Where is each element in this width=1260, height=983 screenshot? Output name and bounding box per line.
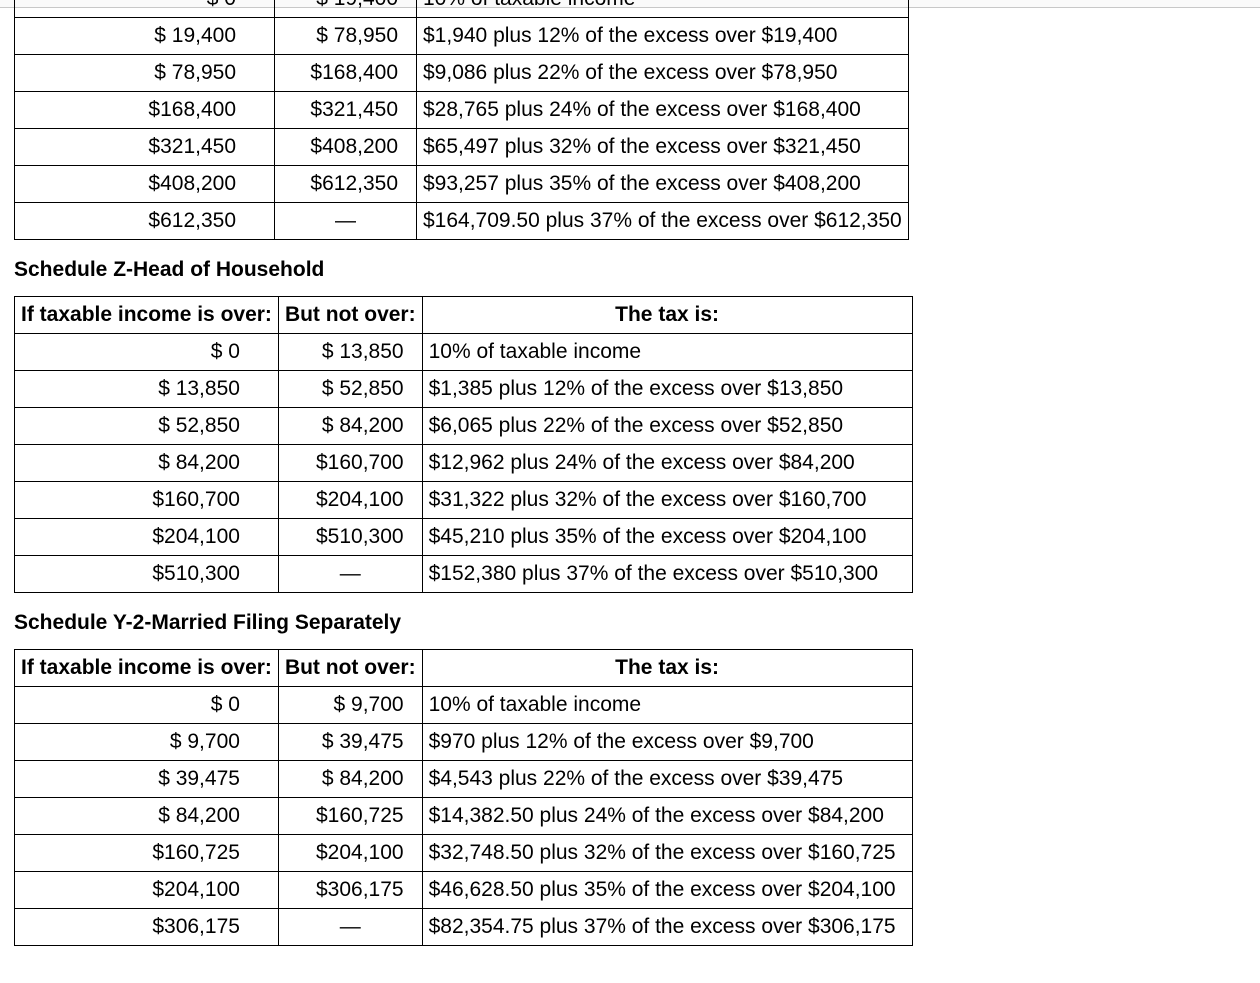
cell-tax: $46,628.50 plus 35% of the excess over $…	[422, 872, 912, 909]
cell-tax: $1,940 plus 12% of the excess over $19,4…	[417, 18, 909, 55]
table-header-row: If taxable income is over: But not over:…	[15, 297, 913, 334]
cell-not-over: $ 52,850	[278, 371, 422, 408]
cell-not-over: $510,300	[278, 519, 422, 556]
cell-tax: $6,065 plus 22% of the excess over $52,8…	[422, 408, 912, 445]
cell-not-over: $ 78,950	[275, 18, 417, 55]
cell-not-over: —	[278, 909, 422, 946]
cell-over: $ 13,850	[15, 371, 279, 408]
cell-not-over: $321,450	[275, 92, 417, 129]
col-header-over: If taxable income is over:	[15, 297, 279, 334]
col-header-tax: The tax is:	[422, 650, 912, 687]
tax-table-0-body: $ 0 $ 19,400 10% of taxable income $ 19,…	[15, 0, 909, 240]
table-row: $ 0 $ 9,700 10% of taxable income	[15, 687, 913, 724]
cell-tax: $65,497 plus 32% of the excess over $321…	[417, 129, 909, 166]
cell-tax: $14,382.50 plus 24% of the excess over $…	[422, 798, 912, 835]
cell-tax: $93,257 plus 35% of the excess over $408…	[417, 166, 909, 203]
table-row: $321,450 $408,200 $65,497 plus 32% of th…	[15, 129, 909, 166]
cell-tax: $82,354.75 plus 37% of the excess over $…	[422, 909, 912, 946]
cell-tax: $152,380 plus 37% of the excess over $51…	[422, 556, 912, 593]
cell-tax: 10% of taxable income	[422, 687, 912, 724]
table-row: $510,300 — $152,380 plus 37% of the exce…	[15, 556, 913, 593]
cell-not-over: $ 84,200	[278, 761, 422, 798]
cell-not-over: $408,200	[275, 129, 417, 166]
cell-not-over: $160,700	[278, 445, 422, 482]
cell-over: $510,300	[15, 556, 279, 593]
cell-tax: $45,210 plus 35% of the excess over $204…	[422, 519, 912, 556]
cell-not-over: $ 84,200	[278, 408, 422, 445]
cell-over: $ 39,475	[15, 761, 279, 798]
table-row: $204,100 $306,175 $46,628.50 plus 35% of…	[15, 872, 913, 909]
cell-not-over: $ 19,400	[275, 0, 417, 18]
cell-not-over: $612,350	[275, 166, 417, 203]
table-row: $160,700 $204,100 $31,322 plus 32% of th…	[15, 482, 913, 519]
cell-not-over: —	[275, 203, 417, 240]
table-row: $168,400 $321,450 $28,765 plus 24% of th…	[15, 92, 909, 129]
cell-not-over: $306,175	[278, 872, 422, 909]
cell-over: $ 52,850	[15, 408, 279, 445]
table-row: $204,100 $510,300 $45,210 plus 35% of th…	[15, 519, 913, 556]
cell-over: $408,200	[15, 166, 275, 203]
cell-over: $160,700	[15, 482, 279, 519]
table-row: $306,175 — $82,354.75 plus 37% of the ex…	[15, 909, 913, 946]
table-row: $ 0 $ 19,400 10% of taxable income	[15, 0, 909, 18]
table-row: $ 9,700 $ 39,475 $970 plus 12% of the ex…	[15, 724, 913, 761]
table-row: $ 19,400 $ 78,950 $1,940 plus 12% of the…	[15, 18, 909, 55]
table-row: $ 78,950 $168,400 $9,086 plus 22% of the…	[15, 55, 909, 92]
cell-not-over: —	[278, 556, 422, 593]
table-row: $ 84,200 $160,700 $12,962 plus 24% of th…	[15, 445, 913, 482]
cell-tax: $28,765 plus 24% of the excess over $168…	[417, 92, 909, 129]
cell-tax: $1,385 plus 12% of the excess over $13,8…	[422, 371, 912, 408]
cell-over: $ 9,700	[15, 724, 279, 761]
cell-over: $ 0	[15, 687, 279, 724]
cell-tax: $164,709.50 plus 37% of the excess over …	[417, 203, 909, 240]
cell-over: $168,400	[15, 92, 275, 129]
cell-not-over: $204,100	[278, 835, 422, 872]
table-row: $ 0 $ 13,850 10% of taxable income	[15, 334, 913, 371]
cell-not-over: $160,725	[278, 798, 422, 835]
tax-table-y2: If taxable income is over: But not over:…	[14, 649, 913, 946]
cell-tax: 10% of taxable income	[417, 0, 909, 18]
schedule-title-z: Schedule Z-Head of Household	[14, 258, 1260, 282]
cell-not-over: $ 13,850	[278, 334, 422, 371]
table-row: $ 84,200 $160,725 $14,382.50 plus 24% of…	[15, 798, 913, 835]
cell-over: $ 84,200	[15, 798, 279, 835]
cell-over: $204,100	[15, 872, 279, 909]
cell-over: $ 78,950	[15, 55, 275, 92]
cell-not-over: $ 9,700	[278, 687, 422, 724]
cell-over: $ 19,400	[15, 18, 275, 55]
cell-over: $ 84,200	[15, 445, 279, 482]
cell-over: $204,100	[15, 519, 279, 556]
cell-not-over: $ 39,475	[278, 724, 422, 761]
col-header-tax: The tax is:	[422, 297, 912, 334]
table-row: $408,200 $612,350 $93,257 plus 35% of th…	[15, 166, 909, 203]
table-row: $612,350 — $164,709.50 plus 37% of the e…	[15, 203, 909, 240]
cell-tax: 10% of taxable income	[422, 334, 912, 371]
cell-over: $612,350	[15, 203, 275, 240]
cell-over: $ 0	[15, 334, 279, 371]
col-header-not-over: But not over:	[278, 650, 422, 687]
table-row: $160,725 $204,100 $32,748.50 plus 32% of…	[15, 835, 913, 872]
cell-tax: $12,962 plus 24% of the excess over $84,…	[422, 445, 912, 482]
tax-table-0: $ 0 $ 19,400 10% of taxable income $ 19,…	[14, 0, 909, 240]
cell-over: $ 0	[15, 0, 275, 18]
cell-over: $321,450	[15, 129, 275, 166]
table-header-row: If taxable income is over: But not over:…	[15, 650, 913, 687]
cell-tax: $970 plus 12% of the excess over $9,700	[422, 724, 912, 761]
col-header-over: If taxable income is over:	[15, 650, 279, 687]
col-header-not-over: But not over:	[278, 297, 422, 334]
cell-not-over: $204,100	[278, 482, 422, 519]
tax-table-z: If taxable income is over: But not over:…	[14, 296, 913, 593]
cell-over: $160,725	[15, 835, 279, 872]
cell-over: $306,175	[15, 909, 279, 946]
cell-not-over: $168,400	[275, 55, 417, 92]
table-row: $ 13,850 $ 52,850 $1,385 plus 12% of the…	[15, 371, 913, 408]
table-row: $ 52,850 $ 84,200 $6,065 plus 22% of the…	[15, 408, 913, 445]
table-row: $ 39,475 $ 84,200 $4,543 plus 22% of the…	[15, 761, 913, 798]
cell-tax: $31,322 plus 32% of the excess over $160…	[422, 482, 912, 519]
cell-tax: $32,748.50 plus 32% of the excess over $…	[422, 835, 912, 872]
cell-tax: $9,086 plus 22% of the excess over $78,9…	[417, 55, 909, 92]
cell-tax: $4,543 plus 22% of the excess over $39,4…	[422, 761, 912, 798]
schedule-title-y2: Schedule Y-2-Married Filing Separately	[14, 611, 1260, 635]
document-page: $ 0 $ 19,400 10% of taxable income $ 19,…	[0, 0, 1260, 946]
